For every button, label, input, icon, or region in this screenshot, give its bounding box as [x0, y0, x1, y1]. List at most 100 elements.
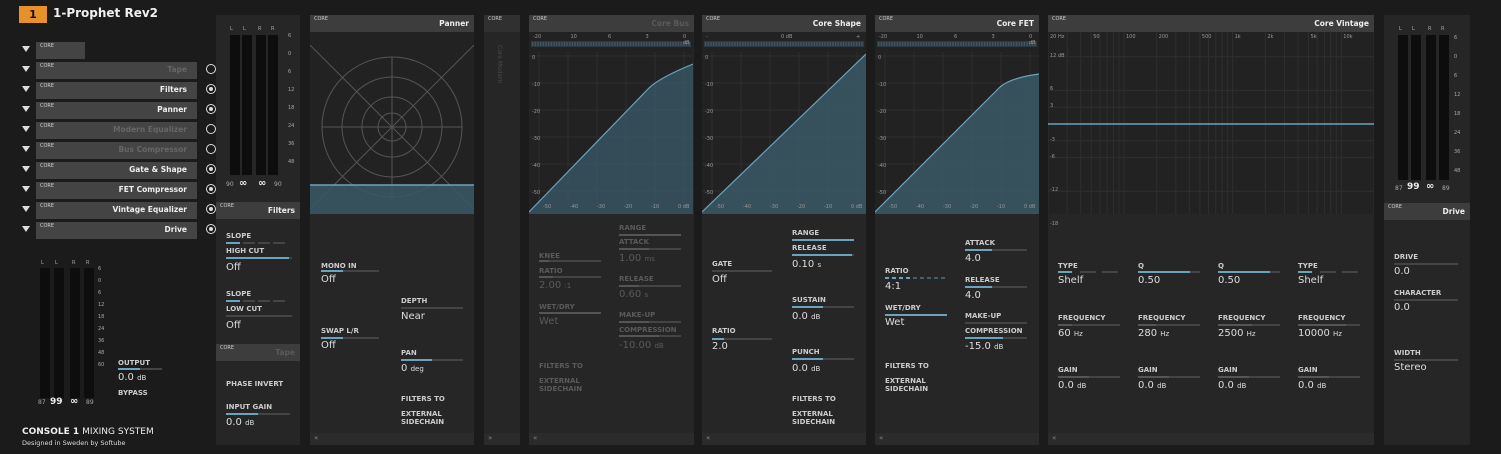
- release-slider[interactable]: [965, 286, 1027, 288]
- external-sidechain-label[interactable]: EXTERNAL SIDECHAIN: [885, 377, 929, 393]
- module-slot[interactable]: CORE Drive: [36, 222, 197, 239]
- panel-footer[interactable]: «: [875, 433, 1039, 445]
- gate-slider[interactable]: [712, 270, 772, 272]
- module-slot[interactable]: CORE: [36, 42, 85, 59]
- eq-band-type-selector[interactable]: [1058, 271, 1118, 273]
- panel-footer[interactable]: «: [529, 433, 694, 445]
- slope-selector[interactable]: [226, 300, 290, 302]
- module-slot[interactable]: CORE Bus Compressor: [36, 142, 197, 159]
- collapse-icon[interactable]: «: [706, 434, 711, 442]
- expand-icon[interactable]: »: [488, 434, 493, 442]
- panner-display[interactable]: [310, 32, 474, 214]
- panel-footer[interactable]: «: [310, 433, 474, 445]
- module-enable-toggle[interactable]: [206, 184, 216, 194]
- eq-band-frequency-slider[interactable]: [1298, 324, 1360, 326]
- modern-eq-panel-collapsed[interactable]: CORE Core Modern »: [484, 15, 520, 445]
- eq-band-gain-slider[interactable]: [1138, 376, 1200, 378]
- eq-band-q-slider[interactable]: [1218, 271, 1280, 273]
- chain-row[interactable]: CORE Vintage Equalizer: [22, 202, 216, 219]
- module-slot[interactable]: CORE Gate & Shape: [36, 162, 197, 179]
- eq-band-frequency-slider[interactable]: [1218, 324, 1280, 326]
- external-sidechain-label[interactable]: EXTERNAL SIDECHAIN: [539, 377, 583, 393]
- module-enable-toggle[interactable]: [206, 64, 216, 74]
- slope-selector[interactable]: [226, 242, 290, 244]
- chain-row[interactable]: CORE Tape: [22, 62, 216, 79]
- fet-header[interactable]: CORE Core FET: [875, 15, 1039, 32]
- panel-footer[interactable]: »: [484, 433, 520, 445]
- external-sidechain-label[interactable]: EXTERNAL SIDECHAIN: [792, 410, 836, 426]
- module-enable-toggle[interactable]: [206, 84, 216, 94]
- punch-slider[interactable]: [792, 358, 854, 360]
- expand-triangle-icon[interactable]: [22, 46, 30, 52]
- expand-triangle-icon[interactable]: [22, 166, 30, 172]
- expand-triangle-icon[interactable]: [22, 106, 30, 112]
- expand-triangle-icon[interactable]: [22, 206, 30, 212]
- makeup-slider[interactable]: [965, 322, 1027, 324]
- sustain-slider[interactable]: [792, 306, 854, 308]
- phase-invert-label[interactable]: PHASE INVERT: [226, 380, 284, 388]
- attack-slider[interactable]: [965, 249, 1027, 251]
- expand-triangle-icon[interactable]: [22, 66, 30, 72]
- module-enable-toggle[interactable]: [206, 164, 216, 174]
- collapse-icon[interactable]: «: [879, 434, 884, 442]
- chain-row[interactable]: CORE Drive: [22, 222, 216, 239]
- filters-header[interactable]: CORE Filters: [216, 202, 300, 219]
- panel-footer[interactable]: «: [702, 433, 866, 445]
- collapse-icon[interactable]: «: [314, 434, 319, 442]
- character-slider[interactable]: [1394, 299, 1458, 301]
- collapse-icon[interactable]: «: [533, 434, 538, 442]
- chain-row[interactable]: CORE: [22, 42, 202, 59]
- module-slot[interactable]: CORE FET Compressor: [36, 182, 197, 199]
- eq-band-frequency-slider[interactable]: [1138, 324, 1200, 326]
- low-cut-slider[interactable]: [226, 315, 292, 317]
- module-slot[interactable]: CORE Tape: [36, 62, 197, 79]
- chain-row[interactable]: CORE Filters: [22, 82, 216, 99]
- module-enable-toggle[interactable]: [206, 124, 216, 134]
- ratio-slider[interactable]: [712, 338, 772, 340]
- swap-lr-switch[interactable]: [321, 337, 379, 339]
- collapse-icon[interactable]: «: [1052, 434, 1057, 442]
- ratio-selector[interactable]: [885, 277, 947, 279]
- eq-band-q-slider[interactable]: [1138, 271, 1200, 273]
- input-gain-slider[interactable]: [226, 413, 290, 415]
- expand-triangle-icon[interactable]: [22, 86, 30, 92]
- expand-triangle-icon[interactable]: [22, 126, 30, 132]
- module-slot[interactable]: CORE Vintage Equalizer: [36, 202, 197, 219]
- module-slot[interactable]: CORE Panner: [36, 102, 197, 119]
- module-enable-toggle[interactable]: [206, 104, 216, 114]
- release-slider[interactable]: [619, 285, 681, 287]
- chain-row[interactable]: CORE Gate & Shape: [22, 162, 216, 179]
- range-slider[interactable]: [619, 234, 681, 236]
- module-slot[interactable]: CORE Modern Equalizer: [36, 122, 197, 139]
- eq-band-gain-slider[interactable]: [1298, 376, 1360, 378]
- chain-row[interactable]: CORE Panner: [22, 102, 216, 119]
- module-enable-toggle[interactable]: [206, 204, 216, 214]
- module-enable-toggle[interactable]: [206, 144, 216, 154]
- drive-header[interactable]: CORE Drive: [1384, 203, 1470, 220]
- release-slider[interactable]: [792, 254, 854, 256]
- eq-band-type-selector[interactable]: [1298, 271, 1358, 273]
- drive-slider[interactable]: [1394, 263, 1458, 265]
- vintage-eq-header[interactable]: CORE Core Vintage: [1048, 15, 1374, 32]
- eq-band-frequency-slider[interactable]: [1058, 324, 1120, 326]
- depth-slider[interactable]: [401, 307, 463, 309]
- panel-footer[interactable]: «: [1048, 433, 1374, 445]
- channel-number[interactable]: 1: [19, 6, 47, 23]
- external-sidechain-label[interactable]: EXTERNAL SIDECHAIN: [401, 410, 445, 426]
- knee-slider[interactable]: [539, 260, 601, 262]
- compression-slider[interactable]: [965, 337, 1027, 339]
- range-slider[interactable]: [792, 239, 854, 241]
- chain-row[interactable]: CORE Modern Equalizer: [22, 122, 216, 139]
- eq-band-gain-slider[interactable]: [1058, 376, 1120, 378]
- makeup-slider[interactable]: [619, 321, 681, 323]
- wet-dry-slider[interactable]: [885, 314, 947, 316]
- module-enable-toggle[interactable]: [206, 224, 216, 234]
- expand-triangle-icon[interactable]: [22, 146, 30, 152]
- panner-header[interactable]: CORE Panner: [310, 15, 474, 32]
- expand-triangle-icon[interactable]: [22, 186, 30, 192]
- width-slider[interactable]: [1394, 359, 1458, 361]
- attack-slider[interactable]: [619, 248, 681, 250]
- bus-comp-header[interactable]: CORE Core Bus: [529, 15, 694, 32]
- chain-row[interactable]: CORE FET Compressor: [22, 182, 216, 199]
- ratio-slider[interactable]: [539, 276, 601, 278]
